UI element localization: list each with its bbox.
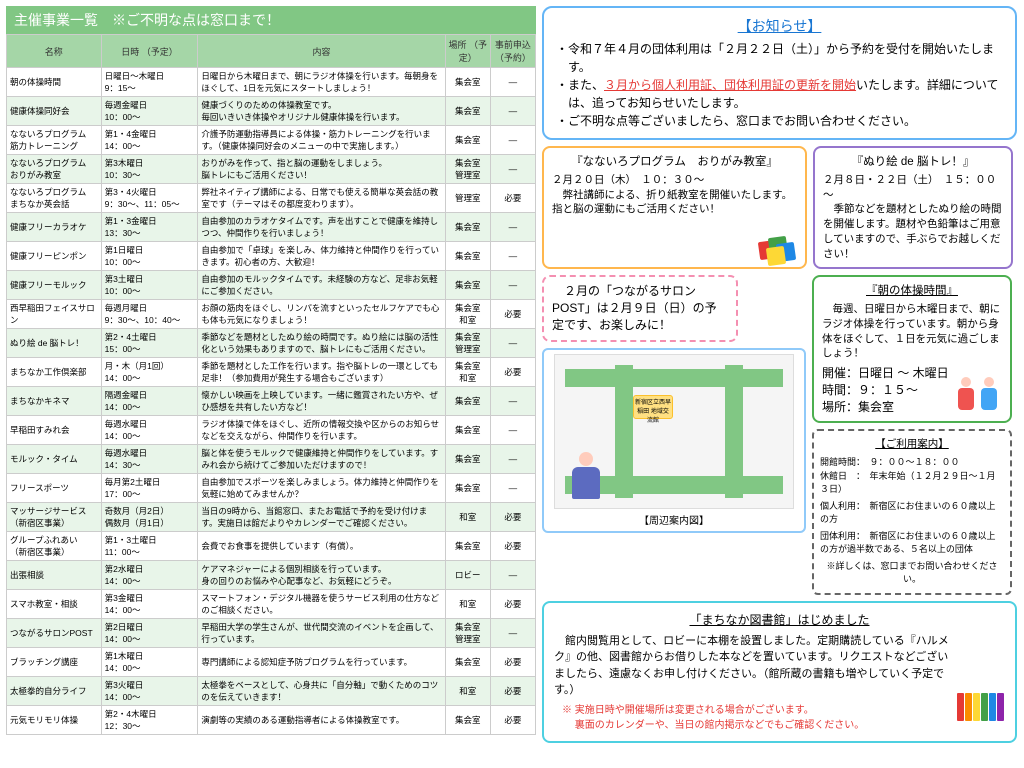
- table-row: なないろプログラム まちなか英会話第3・4火曜日 9：30～、11：05～弊社ネ…: [7, 184, 536, 213]
- guide-box: 【ご利用案内】 開館時間： ９：００～１８：００ 休館日 ： 年末年始（１２月２…: [812, 429, 1012, 594]
- origami-colors-icon: [759, 233, 799, 261]
- origami-box: 『なないろプログラム おりがみ教室』 ２月２０日（木） １０：３０～ 弊社講師に…: [542, 146, 807, 269]
- person-icon: [567, 452, 605, 502]
- table-row: 健康体操同好会毎週金曜日 10：00～健康づくりのための体操教室です。 毎回いき…: [7, 97, 536, 126]
- table-row: モルック・タイム毎週水曜日 14：30～脳と体を使うモルックで健康維持と仲間作り…: [7, 445, 536, 474]
- table-row: なないろプログラム 筋力トレーニング第1・4金曜日 14：00～介護予防運動指導…: [7, 126, 536, 155]
- taiso-box: 『朝の体操時間』 毎週、日曜日から木曜日まで、朝にラジオ体操を行っています。朝か…: [812, 275, 1012, 423]
- table-row: 健康フリーカラオケ第1・3金曜日 13：30～自由参加のカラオケタイムです。声を…: [7, 213, 536, 242]
- table-row: 出張相談第2水曜日 14：00～ケアマネジャーによる個別相談を行っています。 身…: [7, 561, 536, 590]
- books-icon: [957, 693, 1007, 733]
- table-row: 健康フリーモルック第3土曜日 10：00～自由参加のモルックタイムです。未経験の…: [7, 271, 536, 300]
- kids-icon: [956, 377, 1006, 417]
- table-row: グループふれあい （新宿区事業）第1・3土曜日 11：00～会費でお食事を提供し…: [7, 532, 536, 561]
- program-table: 名称日時 （予定）内容場所 （予定）事前申込 （予約） 朝の体操時間日曜日～木曜…: [6, 34, 536, 735]
- table-row: スマホ教室・相談第3金曜日 14：00～スマートフォン・デジタル機器を使うサービ…: [7, 590, 536, 619]
- table-row: なないろプログラム おりがみ教室第3木曜日 10：30～おりがみを作って、指と脳…: [7, 155, 536, 184]
- table-row: 太極拳的自分ライフ第3火曜日 14：00～太極拳をベースとして、心身共に「自分軸…: [7, 677, 536, 706]
- left-column: 主催事業一覧 ※ご不明な点は窓口まで！ 名称日時 （予定）内容場所 （予定）事前…: [6, 6, 536, 762]
- notice-box: 【お知らせ】 ・令和７年４月の団体利用は「２月２２日（土）」から予約を受付を開始…: [542, 6, 1017, 140]
- library-box: 「まちなか図書館」はじめました 館内閲覧用として、ロビーに本棚を設置しました。定…: [542, 601, 1017, 743]
- table-row: フリースポーツ毎月第2土曜日 17：00～自由参加でスポーツを楽しみましょう。体…: [7, 474, 536, 503]
- table-row: まちなかキネマ隔週金曜日 14：00～懐かしい映画を上映しています。一緒に鑑賞さ…: [7, 387, 536, 416]
- table-row: つながるサロンPOST第2日曜日 14：00～早稲田大学の学生さんが、世代間交流…: [7, 619, 536, 648]
- table-row: 西早稲田フェイスサロン毎週月曜日 9：30～、10：40～お顔の筋肉をほぐし、リ…: [7, 300, 536, 329]
- table-row: ぬり絵 de 脳トレ！第2・4土曜日 15：00～季節などを題材としたぬり絵の時…: [7, 329, 536, 358]
- section-title: 主催事業一覧 ※ご不明な点は窓口まで！: [6, 6, 536, 34]
- table-row: 朝の体操時間日曜日～木曜日 9：15～日曜日から木曜日まで、朝にラジオ体操を行い…: [7, 68, 536, 97]
- notice-title: 【お知らせ】: [556, 16, 1003, 36]
- table-row: ブラッチング講座第1木曜日 14：00～専門講師による認知症予防プログラムを行っ…: [7, 648, 536, 677]
- right-column: 【お知らせ】 ・令和７年４月の団体利用は「２月２２日（土）」から予約を受付を開始…: [542, 6, 1017, 762]
- table-row: 元気モリモリ体操第2・4木曜日 12：30～演劇等の実績のある運動指導者による体…: [7, 706, 536, 735]
- table-row: 健康フリーピンポン第1日曜日 10：00～自由参加で「卓球」を楽しみ、体力維持と…: [7, 242, 536, 271]
- nurie-box: 『ぬり絵 de 脳トレ！』 ２月８日・２２日（土） １５：００～ 季節などを題材…: [813, 146, 1013, 269]
- map-illustration: 新宿区立西早稲田 地域交流館: [554, 354, 794, 509]
- salon-box: ２月の「つながるサロンPOST」は２月９日（日）の予定です、お楽しみに！: [542, 275, 738, 341]
- map-box: 新宿区立西早稲田 地域交流館 【周辺案内図】: [542, 348, 806, 533]
- table-row: マッサージサービス （新宿区事業）奇数月（月2日） 偶数月（月1日）当日の9時か…: [7, 503, 536, 532]
- table-row: まちなか工作倶楽部月・木（月1回） 14：00～季節を題材とした工作を行います。…: [7, 358, 536, 387]
- table-row: 早稲田すみれ会毎週水曜日 14：00～ラジオ体操で体をほぐし、近所の情報交換や区…: [7, 416, 536, 445]
